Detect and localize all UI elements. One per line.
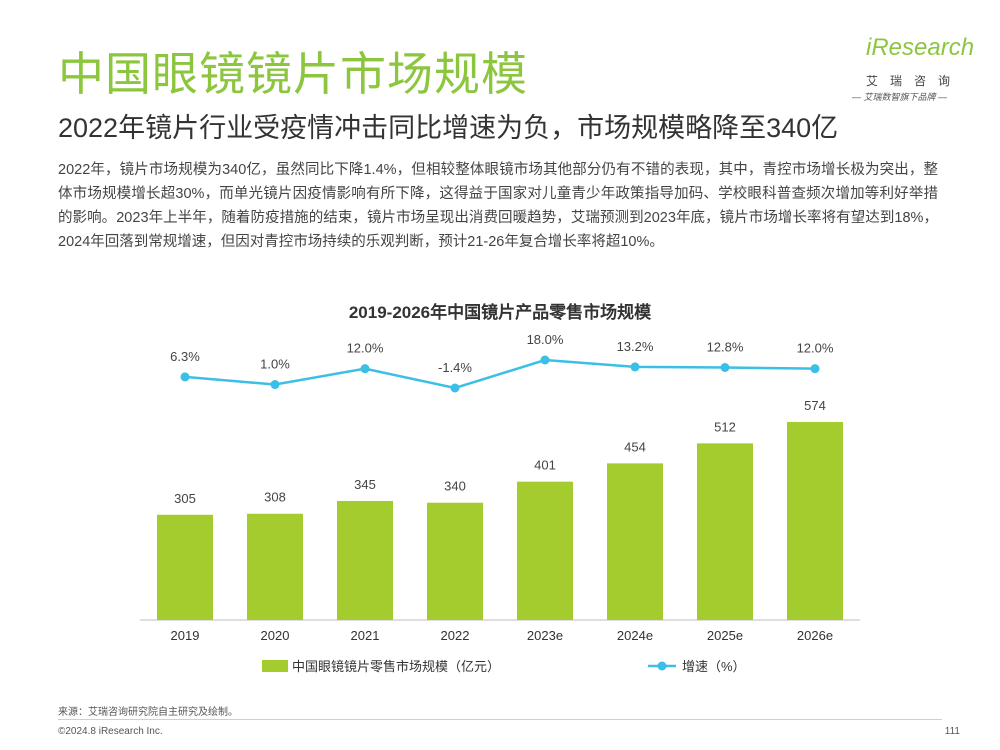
growth-point-2021 bbox=[360, 364, 370, 374]
growth-point-2022 bbox=[450, 383, 460, 393]
bar-2026e bbox=[787, 421, 843, 620]
market-size-chart: 2019-2026年中国镜片产品零售市场规模 305 2019 308 2020 345 2… bbox=[140, 302, 860, 674]
logo-chinese-name: 艾瑞咨询 bbox=[866, 74, 963, 88]
legend-line-label: 增速（%） bbox=[682, 659, 746, 674]
bar-2019 bbox=[157, 514, 213, 620]
growth-point-2023e bbox=[540, 355, 550, 365]
logo-wordmark: iResearch bbox=[866, 34, 975, 61]
x-tick-2024e: 2024e bbox=[617, 628, 653, 643]
growth-label-2020: 1.0% bbox=[260, 357, 290, 372]
bar-2021 bbox=[337, 500, 393, 620]
logo-tagline: — 艾瑞数智旗下品牌 — bbox=[852, 92, 948, 102]
growth-label-2019: 6.3% bbox=[170, 349, 200, 364]
page-subtitle: 2022年镜片行业受疫情冲击同比增速为负，市场规模略降至340亿 bbox=[58, 113, 839, 143]
bar-label-2026e: 574 bbox=[804, 398, 826, 413]
growth-point-2026e bbox=[810, 364, 820, 374]
x-tick-2019: 2019 bbox=[171, 628, 200, 643]
x-tick-2022: 2022 bbox=[441, 628, 470, 643]
bar-label-2019: 305 bbox=[174, 491, 196, 506]
growth-label-2022: -1.4% bbox=[438, 360, 472, 375]
footer-divider bbox=[58, 719, 942, 720]
growth-label-2021: 12.0% bbox=[347, 341, 384, 356]
legend-line-marker bbox=[657, 661, 667, 671]
growth-point-2024e bbox=[630, 362, 640, 372]
bar-label-2025e: 512 bbox=[714, 419, 736, 434]
page-number: 111 bbox=[944, 726, 960, 737]
x-tick-2026e: 2026e bbox=[797, 628, 833, 643]
bar-label-2020: 308 bbox=[264, 490, 286, 505]
bar-2024e bbox=[607, 463, 663, 620]
source-note: 来源：艾瑞咨询研究院自主研究及绘制。 bbox=[58, 707, 238, 718]
page-title: 中国眼镜镜片市场规模 bbox=[58, 48, 528, 100]
growth-label-2023e: 18.0% bbox=[527, 332, 564, 347]
bar-label-2021: 345 bbox=[354, 477, 376, 492]
x-tick-2025e: 2025e bbox=[707, 628, 743, 643]
growth-point-2019 bbox=[180, 372, 190, 382]
bar-2020 bbox=[247, 513, 303, 620]
bar-label-2024e: 454 bbox=[624, 439, 646, 454]
chart-title: 2019-2026年中国镜片产品零售市场规模 bbox=[349, 302, 652, 322]
x-tick-2023e: 2023e bbox=[527, 628, 563, 643]
legend-bar-label: 中国眼镜镜片零售市场规模（亿元） bbox=[292, 659, 500, 674]
legend-bar-swatch bbox=[262, 660, 288, 672]
bar-2023e bbox=[517, 481, 573, 620]
growth-label-2025e: 12.8% bbox=[707, 340, 744, 355]
growth-label-2026e: 12.0% bbox=[797, 341, 834, 356]
description-paragraph: 2022年，镜片市场规模为340亿，虽然同比下降1.4%，但相较整体眼镜市场其他… bbox=[58, 162, 938, 250]
bar-2025e bbox=[697, 443, 753, 620]
x-tick-2020: 2020 bbox=[261, 628, 290, 643]
growth-rate-line bbox=[184, 358, 816, 390]
iresearch-logo: iResearch 艾瑞咨询 — 艾瑞数智旗下品牌 — bbox=[852, 24, 975, 104]
bar-2022 bbox=[427, 502, 483, 620]
bar-label-2023e: 401 bbox=[534, 458, 556, 473]
x-tick-2021: 2021 bbox=[351, 628, 380, 643]
bar-label-2022: 340 bbox=[444, 479, 466, 494]
growth-label-2024e: 13.2% bbox=[617, 339, 654, 354]
growth-point-2025e bbox=[720, 363, 730, 373]
growth-point-2020 bbox=[270, 380, 280, 390]
copyright: ©2024.8 iResearch Inc. bbox=[58, 726, 163, 737]
